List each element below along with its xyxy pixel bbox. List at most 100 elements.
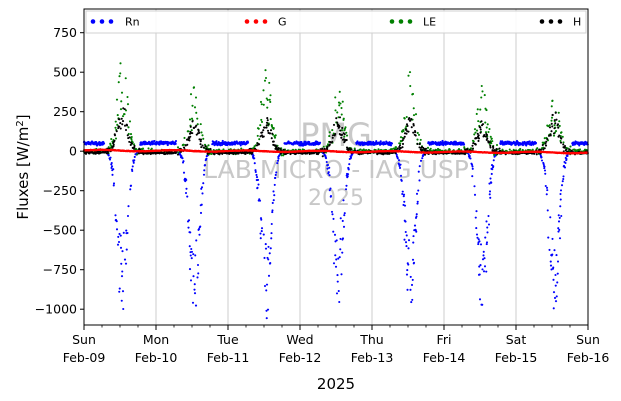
- data-point-h: [477, 134, 480, 137]
- data-point-rn: [277, 157, 280, 160]
- data-point-h: [481, 123, 485, 126]
- data-point-rn: [557, 220, 561, 223]
- data-point-rn: [473, 193, 477, 196]
- data-point-rn: [259, 232, 262, 235]
- data-point-rn: [556, 272, 559, 275]
- data-point-rn: [557, 227, 560, 230]
- data-point-le: [408, 71, 412, 74]
- data-point-rn: [258, 199, 262, 202]
- data-point-rn: [328, 166, 331, 169]
- data-point-h: [340, 136, 343, 139]
- data-point-le: [558, 124, 561, 127]
- data-point-rn: [406, 288, 409, 291]
- data-point-h: [130, 142, 134, 145]
- data-point-h: [126, 134, 129, 137]
- data-point-rn: [548, 248, 551, 251]
- data-point-rn: [131, 169, 134, 173]
- data-point-le: [264, 69, 267, 72]
- data-point-le: [116, 114, 119, 117]
- data-point-rn: [326, 167, 329, 170]
- data-point-rn: [484, 236, 487, 239]
- data-point-rn: [129, 188, 132, 191]
- data-point-rn: [418, 179, 421, 182]
- data-point-le: [414, 113, 418, 116]
- data-point-h: [279, 147, 282, 150]
- data-point-le: [207, 144, 210, 147]
- data-point-h: [401, 139, 404, 142]
- data-point-rn: [332, 230, 335, 233]
- data-point-h: [118, 125, 121, 128]
- data-point-rn: [188, 268, 192, 271]
- data-point-le: [262, 89, 265, 92]
- data-point-h: [477, 137, 481, 140]
- data-point-rn: [265, 309, 268, 312]
- data-point-rn: [406, 269, 409, 272]
- data-point-le: [469, 147, 473, 150]
- data-point-rn: [190, 250, 194, 253]
- data-point-rn: [534, 141, 538, 145]
- data-point-h: [121, 123, 124, 126]
- data-point-h: [331, 134, 335, 137]
- data-point-rn: [401, 190, 404, 193]
- data-point-rn: [349, 156, 353, 159]
- data-point-le: [322, 145, 325, 148]
- data-point-le: [337, 116, 340, 119]
- data-point-rn: [121, 270, 124, 273]
- data-point-le: [273, 136, 277, 139]
- data-point-rn: [487, 215, 490, 218]
- data-point-h: [474, 143, 477, 146]
- data-point-rn: [256, 178, 260, 181]
- data-point-rn: [474, 216, 477, 219]
- data-point-rn: [153, 139, 156, 143]
- data-point-rn: [337, 289, 340, 293]
- data-point-h: [191, 132, 194, 135]
- data-point-h: [426, 149, 429, 152]
- data-point-h: [341, 126, 344, 130]
- data-point-rn: [542, 163, 545, 166]
- data-point-rn: [399, 174, 403, 177]
- data-point-rn: [254, 170, 257, 174]
- data-point-rn: [196, 263, 200, 267]
- data-point-le: [484, 131, 488, 134]
- data-point-rn: [335, 292, 339, 295]
- data-point-rn: [200, 186, 204, 189]
- data-point-h: [128, 136, 131, 139]
- data-point-le: [481, 90, 484, 93]
- data-point-rn: [112, 184, 115, 187]
- data-point-rn: [409, 275, 412, 278]
- data-point-le: [268, 98, 271, 101]
- data-point-h: [276, 148, 280, 151]
- data-point-rn: [407, 239, 411, 242]
- data-point-h: [548, 126, 552, 129]
- data-point-rn: [552, 291, 556, 294]
- data-point-h: [554, 122, 557, 125]
- data-point-rn: [549, 260, 552, 263]
- data-point-rn: [108, 158, 112, 161]
- data-point-le: [269, 100, 272, 104]
- data-point-rn: [186, 195, 189, 198]
- data-point-le: [448, 148, 451, 151]
- data-point-h: [265, 124, 268, 127]
- data-point-rn: [336, 274, 339, 277]
- data-point-h: [261, 131, 264, 134]
- data-point-rn: [521, 144, 525, 147]
- data-point-rn: [475, 210, 478, 213]
- data-point-rn: [260, 218, 263, 221]
- data-point-rn: [552, 307, 555, 310]
- data-point-h: [199, 143, 202, 146]
- data-point-rn: [185, 187, 188, 190]
- data-point-le: [256, 134, 259, 137]
- data-point-rn: [486, 226, 489, 229]
- data-point-le: [417, 133, 421, 136]
- data-point-rn: [326, 163, 330, 167]
- data-point-rn: [418, 165, 421, 168]
- data-point-rn: [265, 317, 268, 320]
- data-point-rn: [417, 189, 420, 192]
- data-point-h: [552, 132, 556, 135]
- data-point-h: [550, 122, 553, 125]
- data-point-le: [229, 148, 232, 151]
- data-point-rn: [559, 193, 562, 196]
- data-point-h: [555, 118, 558, 121]
- data-point-rn: [562, 177, 565, 181]
